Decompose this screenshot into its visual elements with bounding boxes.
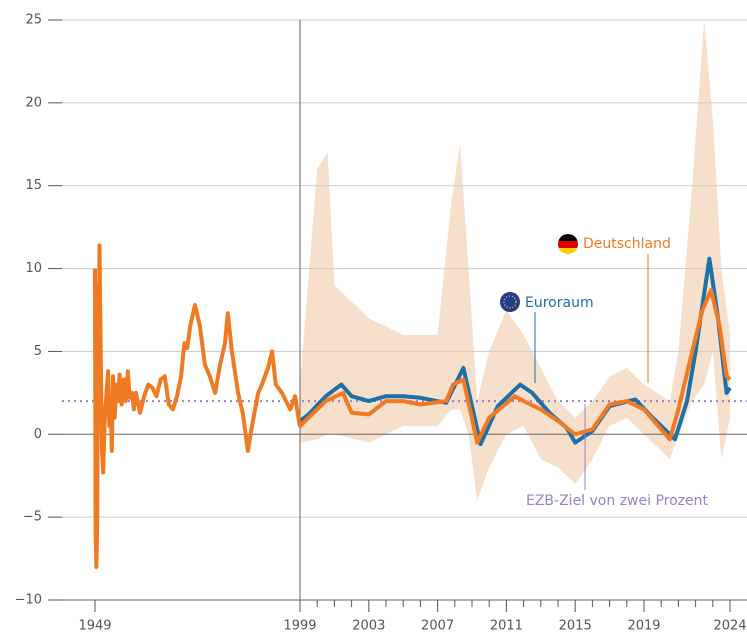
flags: [500, 234, 578, 312]
series-label: Deutschland: [583, 236, 671, 252]
y-tick-label: −10: [15, 593, 42, 608]
eu-flag-icon: [500, 292, 520, 312]
range-band: [300, 20, 730, 501]
target-label: EZB-Ziel von zwei Prozent: [526, 493, 708, 509]
series-line: [298, 256, 732, 447]
x-tick-label: 2003: [352, 619, 385, 634]
x-tick-label: 1999: [283, 619, 316, 634]
y-tick-label: 25: [25, 13, 42, 28]
y-tick-label: 20: [25, 95, 42, 110]
x-tick-label: 2019: [627, 619, 660, 634]
x-tick-label: 2015: [559, 619, 592, 634]
y-tick-label: 5: [34, 344, 42, 359]
x-tick-label: 1949: [78, 619, 111, 634]
x-tick-label: 2024: [713, 619, 746, 634]
series-line: [93, 243, 732, 569]
y-tick-label: 0: [34, 427, 42, 442]
y-tick-label: −5: [23, 510, 42, 525]
y-tick-label: 10: [25, 261, 42, 276]
x-tick-label: 2007: [421, 619, 454, 634]
series-label: Euroraum: [525, 295, 594, 311]
x-tick-label: 2011: [490, 619, 523, 634]
de-flag-icon: [558, 234, 578, 254]
y-tick-label: 15: [25, 178, 42, 193]
